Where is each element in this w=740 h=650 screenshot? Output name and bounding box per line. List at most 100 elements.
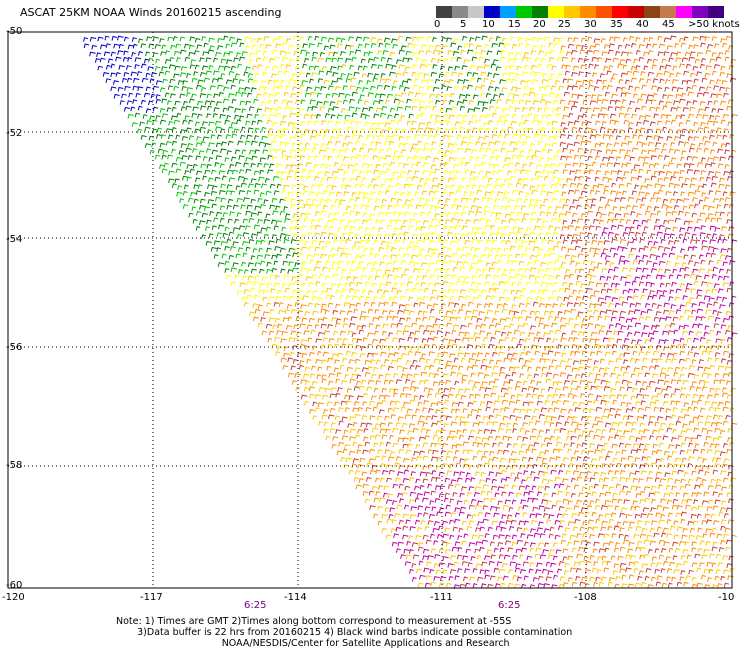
wind-barb bbox=[686, 449, 692, 454]
wind-barb bbox=[326, 365, 332, 371]
wind-barb bbox=[498, 464, 505, 470]
wind-barb bbox=[211, 203, 217, 209]
wind-barb bbox=[652, 350, 660, 356]
wind-barb bbox=[425, 358, 431, 364]
wind-barb bbox=[628, 231, 635, 237]
wind-barb bbox=[132, 85, 139, 91]
wind-barb bbox=[252, 44, 257, 49]
wind-barb bbox=[586, 358, 593, 363]
wind-barb bbox=[437, 149, 445, 155]
wind-barb bbox=[231, 98, 237, 104]
wind-barb bbox=[621, 267, 629, 272]
wind-barb bbox=[380, 463, 386, 468]
wind-barb bbox=[576, 423, 583, 428]
wind-barb bbox=[412, 212, 418, 218]
wind-barb bbox=[419, 100, 426, 106]
wind-barb bbox=[386, 241, 392, 247]
wind-barb bbox=[379, 422, 387, 428]
wind-barb bbox=[672, 316, 679, 322]
wind-barb bbox=[483, 210, 490, 216]
wind-barb bbox=[653, 491, 661, 496]
wind-barb bbox=[702, 136, 708, 141]
wind-barb bbox=[188, 51, 195, 57]
wind-barb bbox=[404, 268, 410, 274]
wind-barb bbox=[309, 408, 315, 414]
wind-barb bbox=[723, 275, 730, 281]
wind-barb bbox=[656, 210, 662, 216]
wind-barb bbox=[441, 303, 446, 308]
wind-barb bbox=[317, 42, 323, 48]
wind-barb bbox=[336, 337, 343, 343]
wind-barb bbox=[418, 436, 426, 442]
wind-barb bbox=[557, 490, 564, 496]
wind-barb bbox=[641, 332, 648, 337]
wind-barb bbox=[515, 231, 521, 237]
wind-barb bbox=[670, 344, 676, 350]
wind-barb bbox=[702, 114, 709, 120]
wind-barb bbox=[586, 107, 592, 113]
wind-barb bbox=[408, 296, 414, 302]
wind-barb bbox=[567, 78, 574, 84]
wind-barb bbox=[436, 401, 443, 407]
wind-barb bbox=[535, 366, 542, 372]
wind-barb bbox=[462, 35, 468, 41]
wind-barb bbox=[486, 309, 494, 315]
wind-barb bbox=[485, 92, 491, 98]
wind-barb bbox=[436, 456, 442, 462]
wind-barb bbox=[324, 387, 331, 393]
wind-barb bbox=[349, 85, 356, 90]
wind-barb bbox=[219, 114, 226, 119]
wind-barb bbox=[418, 301, 426, 307]
wind-barb bbox=[532, 79, 539, 84]
wind-barb bbox=[610, 77, 616, 83]
wind-barb bbox=[385, 99, 390, 105]
wind-barb bbox=[488, 343, 495, 349]
wind-barb bbox=[481, 196, 488, 202]
wind-barb bbox=[656, 72, 663, 78]
wind-barb bbox=[617, 63, 624, 69]
wind-barb bbox=[558, 85, 565, 91]
wind-barb bbox=[508, 218, 515, 224]
wind-barb bbox=[718, 414, 723, 420]
wind-barb bbox=[320, 86, 327, 91]
wind-barb bbox=[378, 485, 383, 490]
wind-barb bbox=[394, 128, 401, 133]
wind-barb bbox=[325, 260, 331, 266]
wind-barb bbox=[284, 218, 291, 223]
wind-barb bbox=[708, 205, 715, 211]
wind-barb bbox=[230, 281, 237, 287]
wind-barb bbox=[390, 246, 397, 252]
wind-barb bbox=[634, 358, 640, 364]
wind-barb bbox=[731, 114, 738, 119]
wind-barb bbox=[647, 332, 654, 338]
wind-barb bbox=[664, 155, 670, 160]
wind-barb bbox=[168, 178, 175, 184]
wind-barb bbox=[180, 106, 186, 112]
wind-barb bbox=[685, 63, 692, 69]
wind-barb bbox=[482, 505, 488, 510]
wind-barb bbox=[605, 380, 611, 386]
wind-barb bbox=[724, 366, 732, 371]
wind-barb bbox=[527, 444, 534, 449]
wind-barb bbox=[495, 212, 502, 217]
wind-barb bbox=[413, 373, 419, 378]
wind-barb bbox=[504, 499, 511, 505]
wind-barb bbox=[570, 57, 576, 63]
wind-barb bbox=[227, 126, 233, 132]
wind-barb bbox=[557, 218, 565, 224]
wind-barb bbox=[362, 483, 369, 489]
wind-barb bbox=[159, 164, 165, 170]
wind-barb bbox=[286, 325, 293, 330]
wind-barb bbox=[404, 504, 410, 510]
wind-barb bbox=[611, 93, 618, 99]
wind-barb bbox=[581, 247, 587, 253]
wind-barb bbox=[384, 373, 391, 379]
wind-barb bbox=[375, 163, 381, 169]
wind-barb bbox=[475, 156, 480, 162]
wind-barb bbox=[572, 65, 580, 71]
wind-barb bbox=[726, 380, 732, 386]
wind-barb bbox=[364, 121, 371, 127]
wind-barb bbox=[375, 107, 383, 113]
wind-barb bbox=[580, 283, 587, 289]
wind-barb bbox=[556, 296, 563, 301]
